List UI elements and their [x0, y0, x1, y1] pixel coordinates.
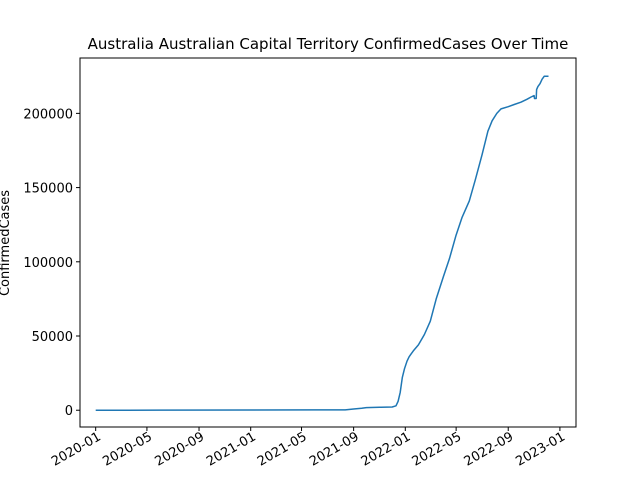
x-tick-label: 2023-01	[513, 429, 568, 469]
x-tick-label: 2020-01	[49, 429, 104, 469]
y-tick-label: 50000	[32, 330, 73, 345]
x-tick-label: 2022-05	[410, 429, 465, 469]
series-line	[95, 75, 549, 411]
y-tick-label: 200000	[23, 107, 73, 122]
x-axis-ticks: 2020-012020-052020-092021-012021-052021-…	[49, 427, 568, 470]
x-tick-label: 2020-05	[100, 429, 155, 469]
chart-title: Australia Australian Capital Territory C…	[88, 35, 569, 53]
y-tick-label: 150000	[23, 182, 73, 197]
x-tick-label: 2020-09	[152, 429, 207, 469]
plot-area	[79, 57, 577, 428]
y-axis-ticks: 0 50000 100000 150000 200000	[23, 107, 80, 419]
x-tick-label: 2022-01	[359, 429, 414, 469]
axes-frame	[79, 57, 577, 428]
y-tick-label: 100000	[23, 256, 73, 271]
x-tick-label: 2022-09	[462, 429, 517, 469]
x-tick-label: 2021-05	[255, 429, 310, 469]
x-tick-label: 2021-09	[307, 429, 362, 469]
y-axis-label: ConfirmedCases	[0, 190, 13, 296]
y-tick-label: 0	[65, 404, 73, 419]
x-tick-label: 2021-01	[204, 429, 259, 469]
